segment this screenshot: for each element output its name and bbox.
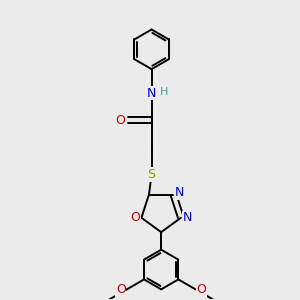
Text: O: O	[131, 211, 141, 224]
Text: O: O	[116, 283, 126, 296]
Text: O: O	[197, 283, 207, 296]
Text: H: H	[160, 86, 168, 97]
Text: N: N	[183, 211, 192, 224]
Text: N: N	[147, 87, 156, 100]
Text: O: O	[116, 114, 125, 127]
Text: N: N	[175, 187, 184, 200]
Text: S: S	[148, 168, 156, 181]
